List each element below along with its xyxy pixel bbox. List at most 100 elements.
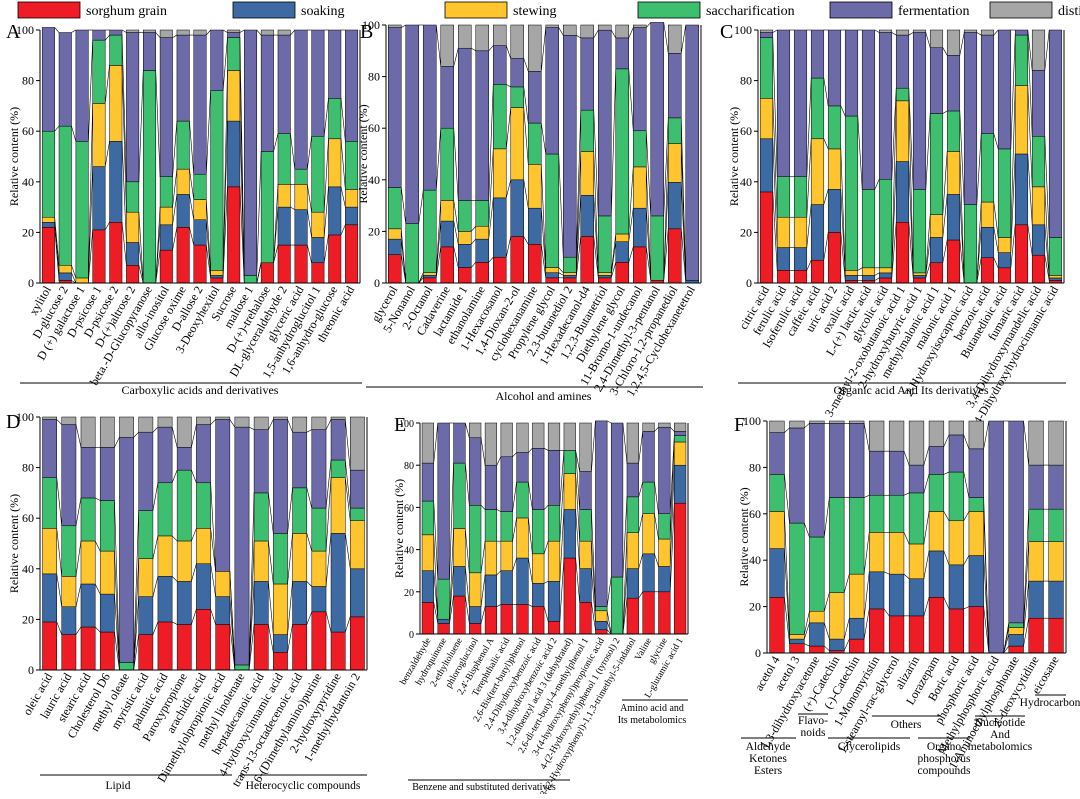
connector-line (152, 621, 159, 635)
connector-line (772, 29, 778, 33)
connector-line (290, 206, 295, 210)
connector-line (191, 563, 197, 582)
bar-segment (580, 236, 594, 284)
connector-line (680, 117, 687, 281)
panel-letter: A (6, 21, 21, 43)
bar-segment (888, 615, 905, 654)
connector-line (903, 573, 910, 579)
bar-segment (1031, 254, 1046, 284)
connector-line (256, 151, 262, 276)
bar-segment (948, 434, 964, 473)
connector-line (287, 533, 293, 585)
legend-item-0: sorghum grain (17, 1, 167, 19)
bar-segment (861, 275, 876, 281)
connector-line (823, 622, 830, 640)
connector-line (488, 84, 494, 201)
group-annotation: Alcohol and amines (366, 386, 703, 403)
bar-segment (615, 68, 629, 235)
bar-segment (532, 448, 545, 510)
connector-line (400, 187, 407, 224)
bar-segment (350, 520, 365, 570)
bar-segment (126, 211, 140, 243)
connector-line (344, 419, 351, 471)
legend-item-4: fermentation (829, 1, 970, 19)
bar-segment (912, 32, 927, 190)
connector-line (628, 27, 634, 39)
bar-segment (827, 148, 842, 190)
bar-segment (500, 511, 513, 542)
bar-segment (42, 573, 57, 623)
bar-segment (809, 610, 825, 624)
bar-segment (946, 29, 961, 56)
connector-line (983, 606, 990, 654)
group-label: Hydrocarbon (1020, 697, 1080, 709)
connector-line (506, 84, 511, 88)
bar-segment (929, 262, 944, 284)
bar-segment (563, 473, 576, 510)
connector-line (239, 29, 245, 33)
bar-segment (844, 275, 859, 281)
connector-line (512, 517, 517, 542)
bar-segment (109, 65, 123, 142)
connector-line (638, 591, 644, 599)
connector-line (523, 58, 529, 72)
connector-line (75, 497, 82, 526)
connector-line (323, 234, 329, 263)
bar-segment (311, 136, 325, 213)
connector-line (155, 207, 161, 284)
connector-line (891, 100, 897, 268)
connector-line (401, 24, 406, 28)
bar-segment (912, 275, 927, 279)
bar-segment (1014, 29, 1029, 36)
connector-line (863, 571, 870, 619)
connector-line (449, 463, 454, 580)
bar-segment (196, 424, 211, 484)
connector-line (593, 110, 599, 216)
connector-line (543, 580, 549, 584)
bar-segment (328, 29, 342, 99)
connector-line (559, 450, 565, 506)
bar-segment (159, 224, 173, 251)
connector-line (449, 528, 454, 620)
connector-line (229, 419, 236, 428)
connector-line (435, 200, 442, 273)
y-tick-label: 0 (755, 646, 761, 660)
connector-line (993, 257, 999, 268)
bar-segment (277, 133, 291, 185)
connector-line (505, 107, 512, 149)
bar-segment (827, 189, 842, 233)
connector-line (512, 452, 517, 457)
bar-segment (579, 540, 592, 569)
connector-line (558, 272, 564, 276)
bar-segment (215, 596, 231, 625)
connector-line (248, 624, 255, 671)
bar-segment (458, 244, 472, 268)
connector-line (306, 244, 312, 263)
group-annotation: Organic acid And Its derivatives (738, 382, 1066, 397)
connector-line (663, 143, 669, 281)
y-tick-label: 100 (16, 410, 34, 424)
bar-segment (776, 247, 791, 271)
bar-segment (674, 435, 687, 443)
y-tick-label: 100 (362, 18, 380, 32)
bar-segment (545, 272, 559, 279)
bar-segment (861, 267, 876, 276)
connector-line (114, 594, 120, 671)
bar-segment (769, 548, 785, 598)
bar-segment (516, 557, 529, 605)
bar-segment (658, 591, 671, 635)
bar-segment (532, 583, 545, 607)
bar-segment (193, 34, 207, 175)
connector-line (803, 611, 810, 635)
legend-label: stewing (513, 4, 557, 19)
connector-line (133, 510, 139, 663)
connector-line (963, 434, 970, 449)
bar-segment (888, 420, 905, 452)
bar-segment (99, 447, 115, 501)
bar-segment (528, 24, 542, 72)
bar-segment (1028, 580, 1044, 619)
bar-segment (908, 543, 925, 580)
connector-line (593, 195, 599, 276)
connector-line (1027, 153, 1033, 225)
bar-segment (861, 29, 876, 190)
